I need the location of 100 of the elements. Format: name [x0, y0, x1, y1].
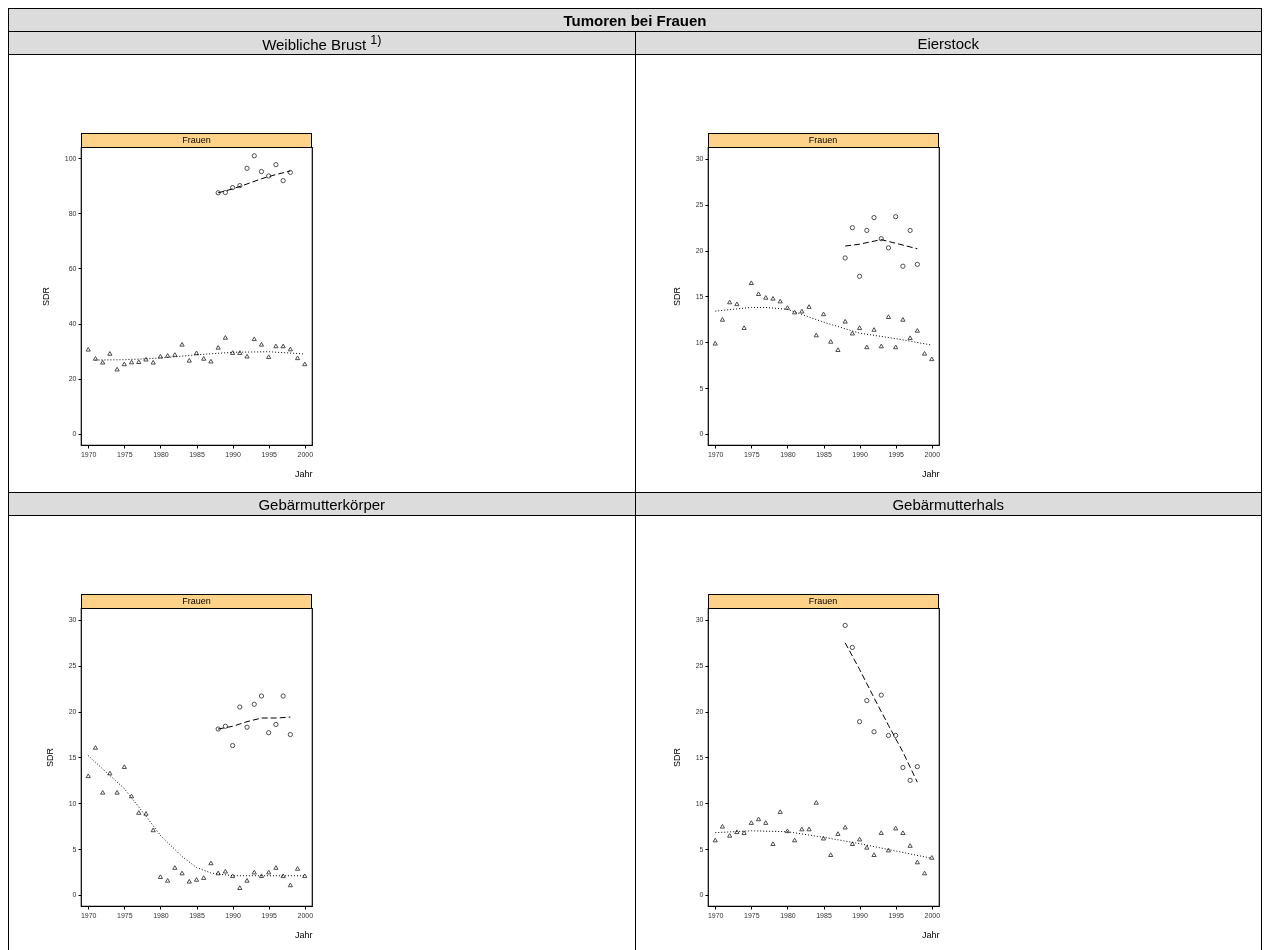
point [885, 732, 891, 739]
chart-subtitle: Frauen [707, 594, 939, 609]
point [834, 347, 841, 352]
point [813, 800, 819, 805]
point [258, 693, 265, 699]
point [244, 353, 250, 359]
point [755, 816, 761, 822]
point [280, 693, 286, 699]
point [892, 214, 898, 220]
point [719, 823, 725, 829]
point [222, 723, 228, 729]
point [740, 325, 747, 330]
point [273, 721, 279, 728]
point [899, 830, 906, 835]
chart-title: Weibliche Brust $^{1)}$ [8, 31, 635, 55]
point [856, 719, 862, 725]
point [914, 328, 920, 333]
point [885, 847, 891, 853]
point [870, 852, 877, 857]
point [856, 273, 862, 279]
point [827, 852, 833, 857]
point [878, 830, 884, 835]
point [294, 355, 301, 361]
point [215, 726, 221, 732]
point [885, 245, 891, 251]
point [266, 173, 272, 179]
point [229, 873, 236, 879]
point [842, 255, 848, 261]
point [229, 184, 236, 191]
point [892, 344, 898, 350]
chart-title: Gebärmutterhals [635, 492, 1262, 516]
point [899, 764, 906, 771]
point [791, 309, 797, 315]
point [798, 826, 804, 832]
point [733, 829, 739, 835]
y-axis-title: SDR [40, 286, 51, 307]
point [885, 314, 891, 319]
point [755, 291, 761, 297]
point [273, 162, 279, 168]
point [143, 356, 149, 362]
point [878, 692, 884, 698]
point [892, 825, 898, 831]
text: Tumoren bei Frauen [8, 8, 1262, 32]
point [849, 225, 855, 231]
point [244, 877, 250, 883]
point [92, 356, 99, 361]
point [791, 837, 797, 843]
point [121, 764, 127, 769]
point [302, 361, 308, 367]
point [870, 327, 877, 332]
point [842, 824, 848, 830]
point [280, 178, 286, 184]
point [805, 304, 812, 309]
point [100, 789, 106, 795]
point [172, 865, 178, 870]
point [863, 844, 869, 850]
point [849, 841, 855, 846]
point [229, 350, 236, 355]
x-axis-title: Jahr [921, 468, 939, 479]
point [287, 731, 293, 738]
point [280, 343, 286, 349]
point [107, 770, 113, 776]
line-series [844, 239, 918, 250]
chart-subtitle: Frauen [81, 133, 312, 148]
point [266, 869, 272, 875]
point [215, 344, 221, 350]
chart-title: Gebärmutterkörper [8, 492, 635, 516]
point [165, 352, 171, 358]
point [892, 732, 898, 739]
point [229, 742, 236, 749]
point [856, 325, 862, 330]
point [287, 169, 293, 175]
point [266, 354, 272, 360]
point [157, 874, 164, 879]
point [907, 335, 913, 341]
point [251, 701, 257, 707]
point [114, 789, 120, 795]
point [719, 317, 725, 322]
point [863, 227, 869, 234]
point [114, 366, 120, 372]
point [914, 859, 920, 865]
point [762, 820, 768, 825]
point [863, 697, 869, 704]
point [914, 261, 920, 267]
point [777, 809, 783, 814]
point [287, 346, 293, 352]
point [784, 305, 790, 310]
point [914, 764, 920, 770]
point [165, 877, 171, 883]
point [215, 190, 221, 196]
point [921, 870, 927, 876]
point [186, 357, 192, 363]
point [748, 820, 754, 825]
point [128, 359, 135, 365]
point [849, 330, 855, 336]
point [179, 341, 185, 347]
point [827, 339, 833, 344]
point [921, 350, 927, 356]
point [907, 777, 913, 783]
point [878, 343, 884, 349]
